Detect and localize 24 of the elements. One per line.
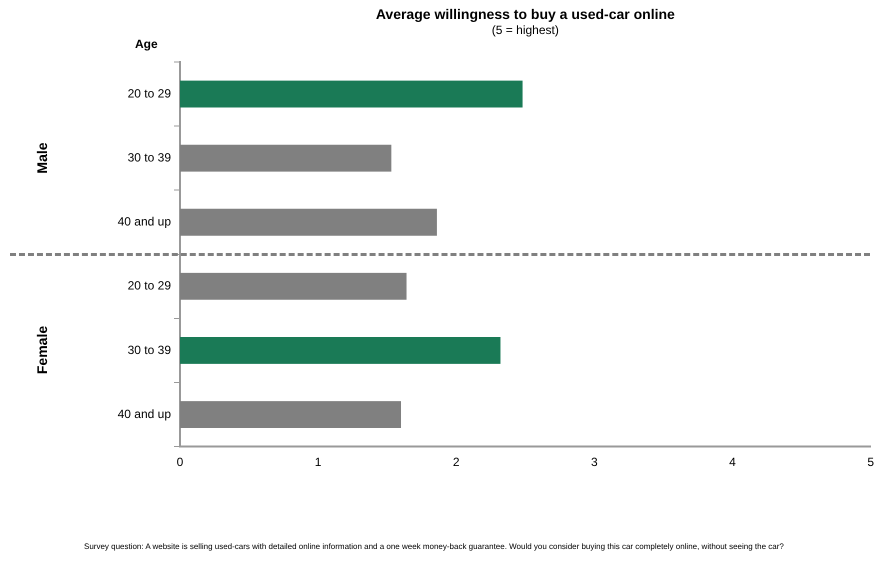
text: Female xyxy=(34,326,50,375)
text: Male xyxy=(34,142,50,174)
x-tick-label: 0 xyxy=(176,455,184,470)
x-tick-label: 1 xyxy=(314,455,322,470)
y-tick-label: 40 and up xyxy=(118,214,172,229)
x-tick-label: 4 xyxy=(729,455,736,470)
y-tick-label: 30 to 39 xyxy=(128,150,172,164)
bar xyxy=(180,144,392,172)
y-tick-label: 20 to 29 xyxy=(128,278,172,293)
bar xyxy=(180,272,407,300)
x-tick-label: 2 xyxy=(452,455,460,470)
bar xyxy=(180,208,437,236)
bar xyxy=(180,401,402,428)
y-tick-label: 20 to 29 xyxy=(128,86,172,100)
y-tick-label: 40 and up xyxy=(118,406,172,421)
chart-subtitle: (5 = highest) xyxy=(492,23,559,37)
bar xyxy=(180,336,500,364)
bar xyxy=(180,80,523,108)
chart-title: Average willingness to buy a used-car online xyxy=(376,6,675,22)
y-axis-title: Age xyxy=(135,37,158,51)
x-tick-label: 5 xyxy=(867,455,874,470)
y-tick-label: 30 to 39 xyxy=(128,342,172,357)
x-tick-label: 3 xyxy=(591,455,598,470)
text: Survey question: A website is selling used-cars with detailed online information and a one week money-back guarantee. Would you consider buying this car completely online, without seeing the car? xyxy=(84,541,785,552)
